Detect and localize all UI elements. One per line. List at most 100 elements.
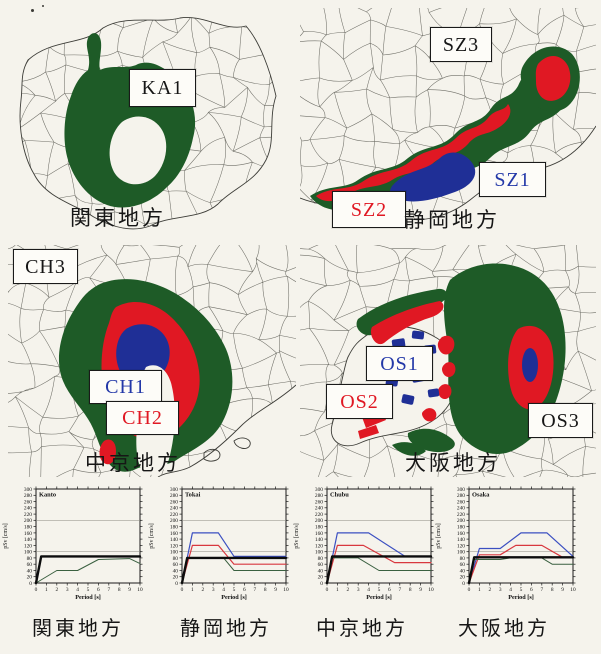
svg-text:280: 280 [457,493,465,499]
x-axis-label: Period [s] [508,594,534,601]
svg-text:0: 0 [320,581,323,587]
svg-text:2: 2 [201,587,204,593]
series-CH3-green [326,557,432,584]
map-panel-kanto [8,8,290,233]
svg-text:160: 160 [315,531,323,537]
chukyo-coastline [157,384,296,477]
series-design-spectrum-black [467,556,575,585]
chart-title-chukyo: 中京地方 [316,618,408,640]
series-design-spectrum-black [325,555,433,585]
series-KA1-green [35,558,141,584]
spectrum-chart-chubu: 0204060801001201401601802002202402602803… [294,486,434,601]
svg-text:140: 140 [170,537,178,543]
svg-text:200: 200 [457,518,465,524]
map-title-osaka: 大阪地方 [405,451,501,475]
svg-text:6: 6 [388,587,391,593]
svg-text:80: 80 [460,556,466,562]
svg-text:100: 100 [24,550,32,556]
series-design-spectrum-black [34,555,142,585]
svg-text:240: 240 [315,506,323,512]
svg-text:180: 180 [170,525,178,531]
inner-region-label: Osaka [472,492,490,499]
zone-label-text: CH2 [122,407,163,429]
series-SZ2-red [181,544,287,584]
svg-text:40: 40 [460,568,466,574]
svg-text:9: 9 [128,587,131,593]
svg-text:140: 140 [24,537,32,543]
scan-speck [42,5,44,7]
svg-text:280: 280 [170,493,178,499]
svg-text:80: 80 [27,556,33,562]
svg-text:260: 260 [315,499,323,505]
svg-text:260: 260 [24,499,32,505]
zone-label-text: SZ3 [442,33,480,56]
chart-title-osaka: 大阪地方 [458,618,550,640]
svg-text:1: 1 [336,587,339,593]
spectrum-chart-osaka: 0204060801001201401601802002202402602803… [436,486,576,601]
spectrum-chart-tokai: 0204060801001201401601802002202402602803… [149,486,289,601]
map-osaka [300,245,596,477]
svg-text:4: 4 [509,587,512,593]
svg-text:80: 80 [173,556,179,562]
svg-text:5: 5 [87,587,90,593]
svg-text:9: 9 [561,587,564,593]
svg-text:220: 220 [315,512,323,518]
svg-text:280: 280 [315,493,323,499]
x-axis: 0 1 2 3 4 5 6 7 8 9 10 [35,486,143,593]
series-OS3-green [468,557,574,584]
zone-OS1-blue-east-core [522,348,538,382]
y-axis: 0204060801001201401601802002202402602803… [457,487,576,587]
zone-label-SZ3: SZ3 [430,27,492,62]
svg-text:4: 4 [367,587,370,593]
zone-label-text: KA1 [141,77,184,99]
gridlines [36,520,140,552]
x-axis: 0 1 2 3 4 5 6 7 8 9 10 [326,486,434,593]
inner-region-label: Chubu [330,492,349,499]
svg-text:0: 0 [181,587,184,593]
svg-text:9: 9 [274,587,277,593]
kanto-coastline [19,16,277,230]
svg-text:10: 10 [570,587,576,593]
y-axis-label: pSv [cm/s] [149,523,155,548]
gridlines [469,520,573,552]
zone-label-text: SZ1 [494,168,531,191]
svg-text:8: 8 [264,587,267,593]
plot-frame [326,488,432,584]
x-axis-label: Period [s] [221,594,247,601]
svg-text:1: 1 [191,587,194,593]
y-axis: 0204060801001201401601802002202402602803… [170,487,289,587]
svg-text:0: 0 [326,587,329,593]
map-kanto [19,16,277,230]
svg-text:40: 40 [173,568,179,574]
chart-panel-kanto: 0 20 40 60 80 100 120 140 160 180 200 220 240 260 280 3… [0,483,150,616]
svg-text:240: 240 [24,506,32,512]
zone-label-SZ1: SZ1 [479,162,546,197]
svg-text:10: 10 [137,587,143,593]
map-title-shizuoka: 静岡地方 [404,208,500,232]
series-SZ1-blue [181,532,287,584]
svg-text:4: 4 [76,587,79,593]
chart-panel-tokai: 0 20 40 60 80 100 120 140 160 180 200 220 240 260 280 3… [146,483,296,616]
zone-SZ3-green-band [310,60,571,211]
svg-text:5: 5 [520,587,523,593]
inner-region-label: Tokai [185,492,201,499]
svg-text:160: 160 [457,531,465,537]
spectrum-chart-kanto: 0204060801001201401601802002202402602803… [3,486,143,601]
svg-text:0: 0 [462,581,465,587]
svg-text:6: 6 [97,587,100,593]
svg-text:20: 20 [173,575,179,581]
series-SZ3-green [181,557,287,584]
svg-text:9: 9 [419,587,422,593]
svg-text:120: 120 [315,543,323,549]
svg-text:7: 7 [398,587,401,593]
x-axis-label: Period [s] [366,594,392,601]
y-axis: 0204060801001201401601802002202402602803… [315,487,434,587]
svg-text:2: 2 [55,587,58,593]
svg-text:60: 60 [318,562,324,568]
series-OS1-blue [468,532,574,584]
svg-text:7: 7 [253,587,256,593]
svg-text:20: 20 [318,575,324,581]
y-axis-label: pSv [cm/s] [3,523,9,548]
plot-frame [35,488,141,584]
